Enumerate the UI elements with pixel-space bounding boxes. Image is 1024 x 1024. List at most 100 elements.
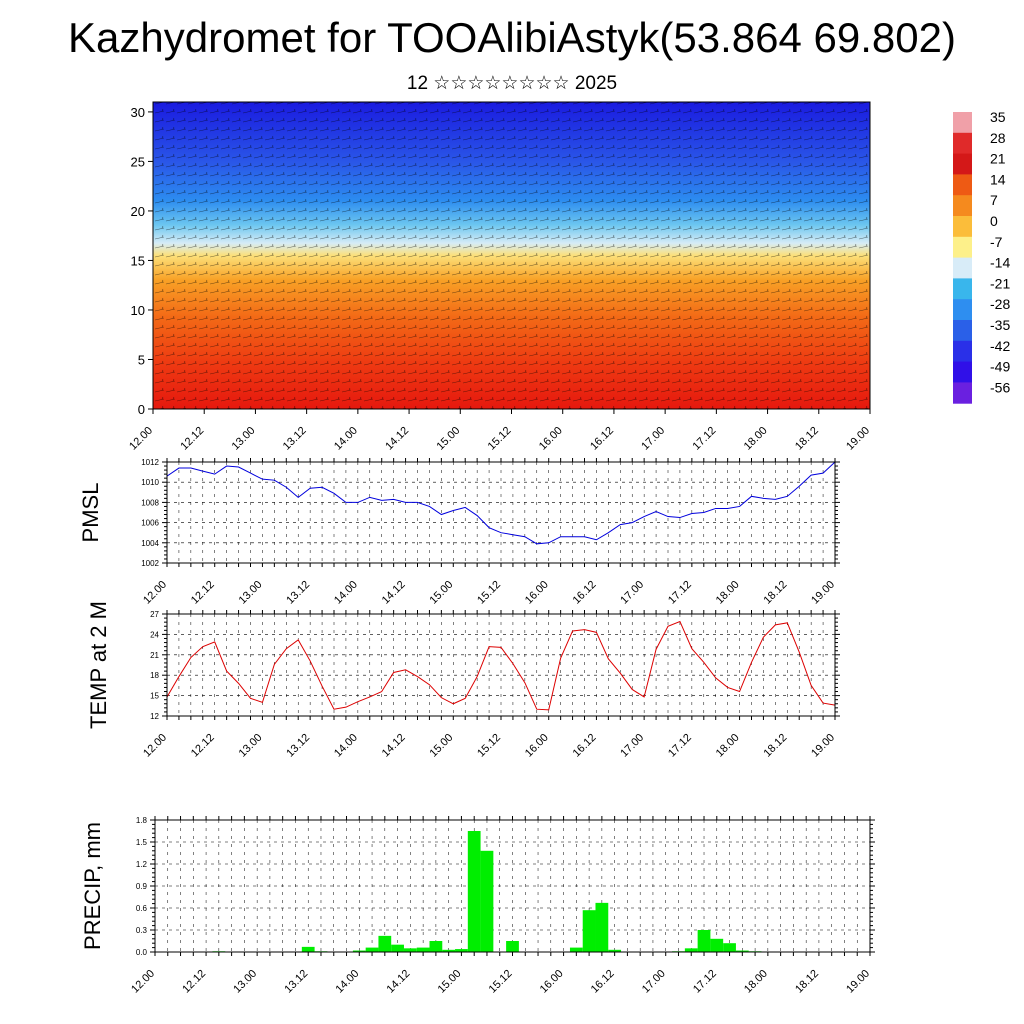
precip-y-tick-label: 0.0: [136, 948, 148, 957]
precip-x-tick-label: 18.00: [742, 968, 770, 996]
heatmap-x-tick-label: 14.00: [332, 425, 360, 453]
heatmap-y-tick-label: 25: [131, 154, 145, 169]
temp-x-tick-label: 16.00: [523, 732, 551, 760]
temp-y-tick-label: 15: [150, 692, 159, 701]
colorbar-label: 14: [990, 171, 1006, 187]
colorbar-label: 0: [990, 213, 998, 229]
heatmap-x-tick-label: 16.12: [588, 425, 616, 453]
precip-x-tick-label: 16.00: [538, 968, 566, 996]
pmsl-x-tick-label: 18.00: [714, 579, 742, 607]
pmsl-x-tick-label: 12.00: [141, 579, 169, 607]
precip-bar: [365, 947, 379, 952]
precip-y-tick-label: 0.6: [136, 904, 148, 913]
colorbar-swatch: [953, 195, 972, 217]
temp-x-tick-label: 15.12: [475, 732, 503, 760]
colorbar-label: -14: [990, 255, 1010, 271]
pmsl-x-tick-label: 16.00: [523, 579, 551, 607]
temp-x-tick-label: 14.00: [332, 732, 360, 760]
temp-y-tick-label: 27: [150, 610, 159, 619]
temp-x-tick-label: 12.00: [141, 732, 169, 760]
temp-panel: 12 15 18 21 24 27 12.00 12.12 13.00 13.12 14.00 14.…: [86, 601, 840, 760]
precip-bar: [480, 850, 494, 952]
precip-x-tick-label: 14.12: [385, 968, 413, 996]
temp-x-tick-label: 12.12: [189, 732, 217, 760]
precip-bar: [301, 946, 315, 952]
colorbar-swatch: [953, 236, 972, 259]
precip-bar: [569, 947, 583, 952]
temp-x-tick-label: 14.12: [380, 732, 408, 760]
temp-x-tick-label: 15.00: [427, 732, 455, 760]
pmsl-x-tick-label: 19.00: [809, 579, 837, 607]
colorbar-swatch: [953, 132, 972, 155]
precip-y-tick-label: 1.8: [136, 816, 148, 825]
colorbar-swatch: [953, 216, 972, 238]
chart-title: Kazhydromet for TOOAlibiAstyk(53.864 69.…: [68, 14, 956, 61]
colorbar-swatch: [953, 174, 972, 196]
colorbar-label: 28: [990, 130, 1006, 146]
temp-y-tick-label: 24: [150, 630, 159, 639]
pmsl-x-tick-label: 17.12: [666, 579, 694, 607]
pmsl-panel: 1002 1004 1006 1008 1010 1012 12.00 12.12 13.00 1…: [78, 458, 840, 607]
precip-y-tick-label: 1.5: [136, 838, 148, 847]
temp-x-tick-label: 18.12: [761, 732, 789, 760]
heatmap-x-tick-label: 13.12: [281, 425, 309, 453]
precip-x-tick-label: 12.12: [180, 968, 208, 996]
precip-x-tick-label: 17.12: [691, 968, 719, 996]
pmsl-x-tick-label: 13.12: [284, 579, 312, 607]
temp-y-axis-label: TEMP at 2 M: [86, 601, 111, 729]
colorbar: 35 28 21 14 7 0 -7 -14 -21 -28 -35 -42 -49 -56: [953, 109, 1010, 404]
precip-bar: [506, 941, 519, 952]
precip-bar: [697, 930, 711, 952]
pmsl-x-tick-label: 16.12: [571, 579, 599, 607]
precip-bar: [582, 910, 596, 952]
precip-bar: [455, 949, 468, 952]
colorbar-swatch: [953, 112, 972, 134]
precip-x-tick-label: 18.12: [793, 968, 821, 996]
precip-bar: [403, 948, 417, 952]
precip-x-tick-label: 19.00: [844, 968, 872, 996]
colorbar-label: -42: [990, 338, 1010, 354]
precip-y-axis-label: PRECIP, mm: [80, 822, 105, 950]
colorbar-swatch: [953, 153, 972, 175]
precip-bar: [429, 941, 443, 952]
pmsl-x-tick-label: 18.12: [761, 579, 789, 607]
heatmap-x-tick-label: 13.00: [230, 425, 258, 453]
heatmap-x-tick-label: 14.12: [383, 425, 411, 453]
pmsl-x-tick-label: 14.12: [380, 579, 408, 607]
colorbar-swatch: [953, 361, 972, 383]
precip-bar: [710, 938, 724, 952]
colorbar-label: -56: [990, 379, 1010, 395]
precip-bar: [352, 950, 366, 952]
precip-bar: [391, 944, 404, 952]
precip-bar: [442, 949, 456, 952]
precip-bar: [608, 949, 622, 952]
precip-bar: [684, 948, 698, 952]
pmsl-y-tick-label: 1010: [141, 478, 159, 487]
temp-x-tick-label: 13.00: [237, 732, 265, 760]
precip-x-tick-label: 17.00: [640, 968, 668, 996]
colorbar-swatch: [953, 320, 972, 342]
precip-y-tick-label: 0.9: [136, 882, 148, 891]
precip-x-tick-label: 14.00: [333, 968, 361, 996]
temp-series-line: [166, 620, 836, 711]
colorbar-swatch: [953, 278, 972, 300]
precip-y-tick-label: 0.3: [136, 926, 148, 935]
colorbar-label: 35: [990, 109, 1006, 125]
precip-y-tick-label: 1.2: [136, 860, 148, 869]
colorbar-label: 7: [990, 192, 998, 208]
precip-x-tick-label: 12.00: [129, 968, 157, 996]
precip-x-tick-label: 13.12: [282, 968, 310, 996]
temp-x-tick-label: 16.12: [571, 732, 599, 760]
heatmap-y-tick-label: 30: [131, 105, 145, 120]
heatmap-panel: 0 5 10 15 20 25 30 12.00 12.12 13.00 13.12 14.00 14.…: [127, 101, 872, 453]
pmsl-x-tick-label: 15.00: [427, 579, 455, 607]
precip-bar: [723, 943, 736, 952]
pmsl-series-line: [166, 461, 836, 545]
pmsl-x-tick-label: 12.12: [189, 579, 217, 607]
heatmap-y-tick-label: 20: [131, 204, 145, 219]
temp-x-tick-label: 13.12: [284, 732, 312, 760]
pmsl-x-tick-label: 15.12: [475, 579, 503, 607]
precip-bar: [467, 831, 481, 952]
colorbar-swatch: [953, 299, 972, 321]
pmsl-x-tick-label: 14.00: [332, 579, 360, 607]
